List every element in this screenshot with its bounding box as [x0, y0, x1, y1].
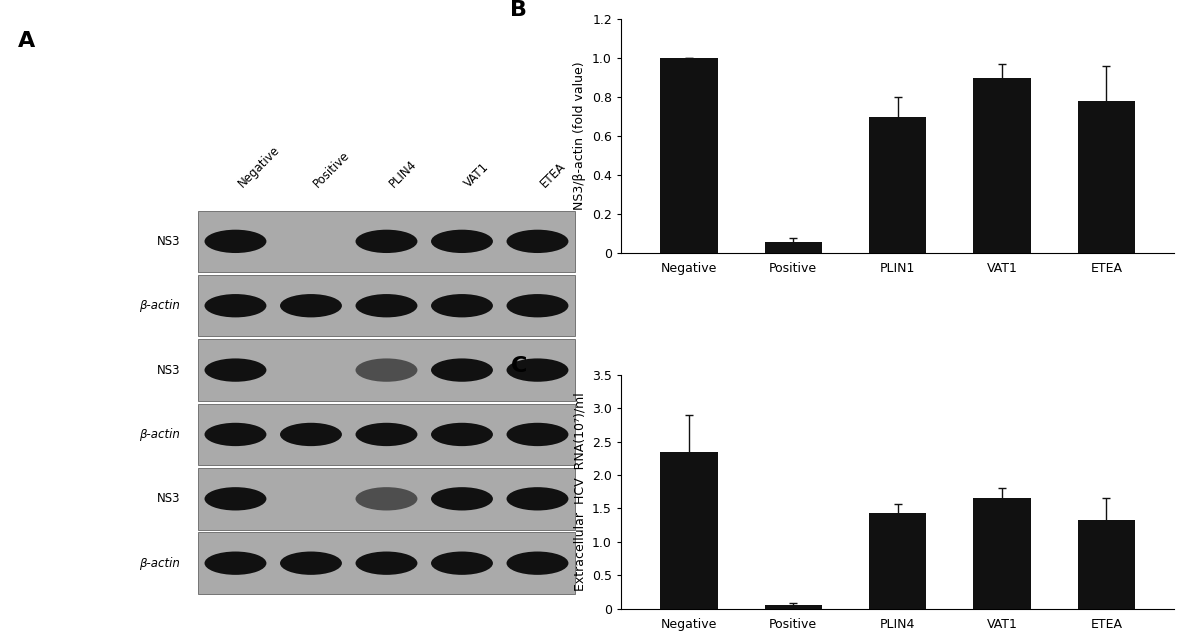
- Bar: [765, 242, 822, 253]
- Text: A: A: [18, 31, 34, 51]
- Text: NS3: NS3: [157, 493, 180, 505]
- Ellipse shape: [280, 552, 342, 575]
- Text: VAT1: VAT1: [463, 160, 492, 190]
- Ellipse shape: [356, 552, 417, 575]
- Y-axis label: NS3/β-actin (fold value): NS3/β-actin (fold value): [573, 61, 586, 210]
- Bar: [1078, 520, 1135, 609]
- Text: NS3: NS3: [157, 363, 180, 377]
- Text: β-actin: β-actin: [140, 299, 180, 312]
- Ellipse shape: [506, 230, 568, 253]
- Ellipse shape: [204, 294, 267, 318]
- Ellipse shape: [356, 230, 417, 253]
- Ellipse shape: [204, 552, 267, 575]
- Ellipse shape: [204, 358, 267, 382]
- Ellipse shape: [431, 294, 493, 318]
- Bar: [198, 339, 575, 401]
- Bar: [198, 468, 575, 529]
- Ellipse shape: [431, 552, 493, 575]
- Text: Negative: Negative: [236, 143, 282, 190]
- Ellipse shape: [356, 423, 417, 446]
- Ellipse shape: [280, 294, 342, 318]
- Ellipse shape: [356, 358, 417, 382]
- Bar: [198, 210, 575, 272]
- Bar: [198, 275, 575, 337]
- Text: β-actin: β-actin: [140, 428, 180, 441]
- Ellipse shape: [506, 487, 568, 510]
- Y-axis label: Extracellular  HCV  RNA(10⁷)/ml: Extracellular HCV RNA(10⁷)/ml: [573, 392, 586, 591]
- Ellipse shape: [506, 294, 568, 318]
- Text: NS3: NS3: [157, 235, 180, 248]
- Bar: [1078, 101, 1135, 253]
- Text: PLIN4: PLIN4: [387, 157, 419, 190]
- Bar: [869, 513, 926, 609]
- Text: Positive: Positive: [311, 148, 352, 190]
- Ellipse shape: [431, 358, 493, 382]
- Bar: [974, 77, 1031, 253]
- Text: β-actin: β-actin: [140, 557, 180, 570]
- Ellipse shape: [506, 552, 568, 575]
- Ellipse shape: [356, 294, 417, 318]
- Ellipse shape: [280, 423, 342, 446]
- Ellipse shape: [431, 487, 493, 510]
- Bar: [661, 58, 718, 253]
- Bar: [869, 117, 926, 253]
- Ellipse shape: [204, 423, 267, 446]
- Ellipse shape: [431, 423, 493, 446]
- Bar: [198, 404, 575, 465]
- Ellipse shape: [204, 487, 267, 510]
- Bar: [765, 605, 822, 609]
- Bar: [974, 498, 1031, 609]
- Ellipse shape: [431, 230, 493, 253]
- Ellipse shape: [506, 358, 568, 382]
- Bar: [661, 451, 718, 609]
- Ellipse shape: [506, 423, 568, 446]
- Text: B: B: [510, 0, 528, 20]
- Ellipse shape: [356, 487, 417, 510]
- Ellipse shape: [204, 230, 267, 253]
- Text: C: C: [510, 356, 527, 376]
- Bar: [198, 533, 575, 594]
- Text: ETEA: ETEA: [537, 160, 568, 190]
